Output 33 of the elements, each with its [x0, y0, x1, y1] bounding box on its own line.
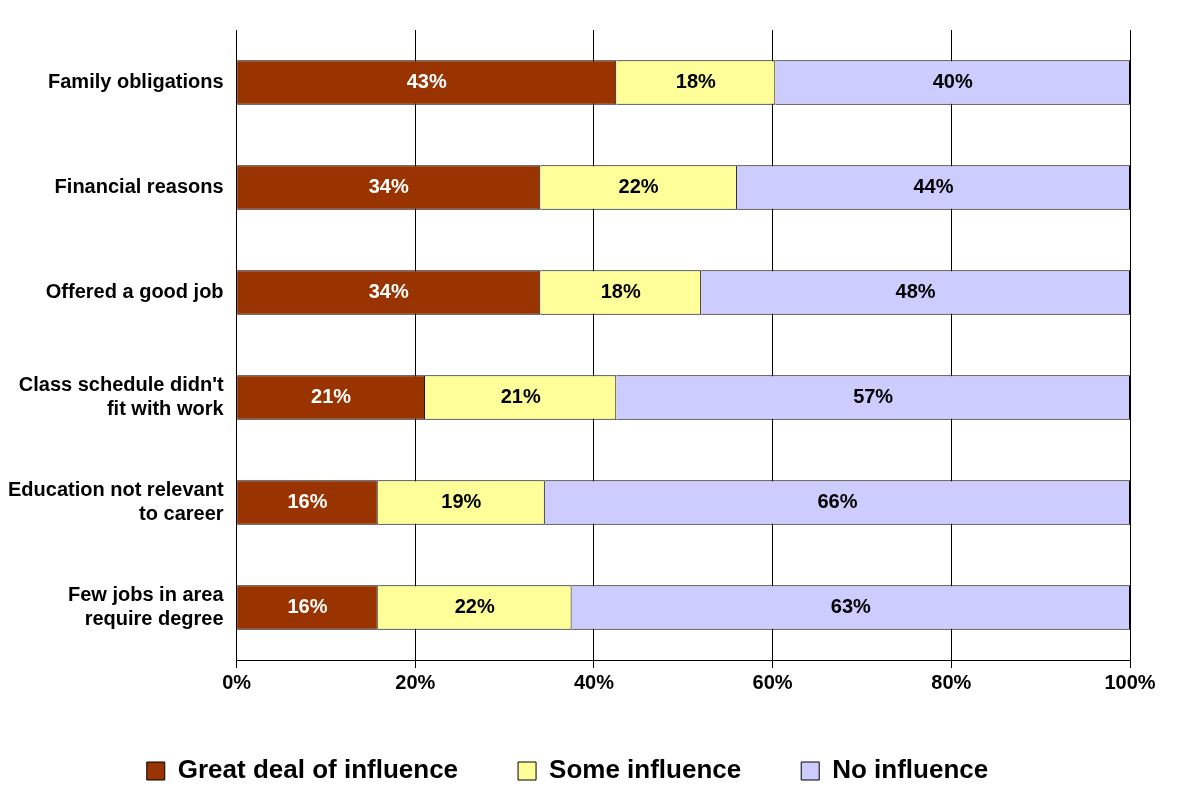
data-label: 18% — [600, 280, 641, 303]
y-tick-label: Class schedule didn't fit with work — [18, 373, 225, 420]
y-tick-label: Education not relevant to career — [7, 478, 224, 525]
data-label: 34% — [368, 280, 409, 303]
data-label: 48% — [895, 280, 936, 303]
data-label: 40% — [932, 70, 973, 93]
data-label: 34% — [368, 175, 409, 198]
legend-label: Great deal of influence — [177, 754, 459, 785]
x-tick-label: 60% — [752, 670, 793, 693]
data-label: 63% — [830, 595, 872, 618]
data-label: 18% — [675, 70, 717, 93]
data-label: 16% — [287, 490, 328, 513]
data-label: 66% — [817, 490, 858, 513]
y-tick-label: Offered a good job — [45, 280, 224, 303]
data-label: 16% — [287, 595, 328, 618]
x-tick-label: 20% — [395, 670, 436, 693]
x-tick-label: 40% — [573, 670, 615, 693]
y-tick-label: Family obligations — [48, 70, 224, 93]
data-label: 22% — [618, 175, 659, 198]
x-tick-label: 0% — [222, 670, 252, 693]
legend-label: No influence — [832, 754, 989, 785]
legend-label: Some influence — [549, 754, 742, 785]
x-tick-label: 80% — [931, 670, 972, 693]
y-tick-label: Financial reasons — [54, 175, 224, 198]
data-label: 44% — [913, 175, 954, 198]
data-label: 21% — [311, 385, 352, 408]
data-label: 22% — [454, 595, 495, 618]
y-tick-label: Few jobs in area require degree — [67, 583, 225, 630]
data-label: 43% — [406, 70, 447, 93]
data-label: 57% — [853, 385, 894, 408]
data-label: 19% — [441, 490, 482, 513]
data-label: 21% — [500, 385, 541, 408]
x-tick-label: 100% — [1104, 670, 1156, 693]
